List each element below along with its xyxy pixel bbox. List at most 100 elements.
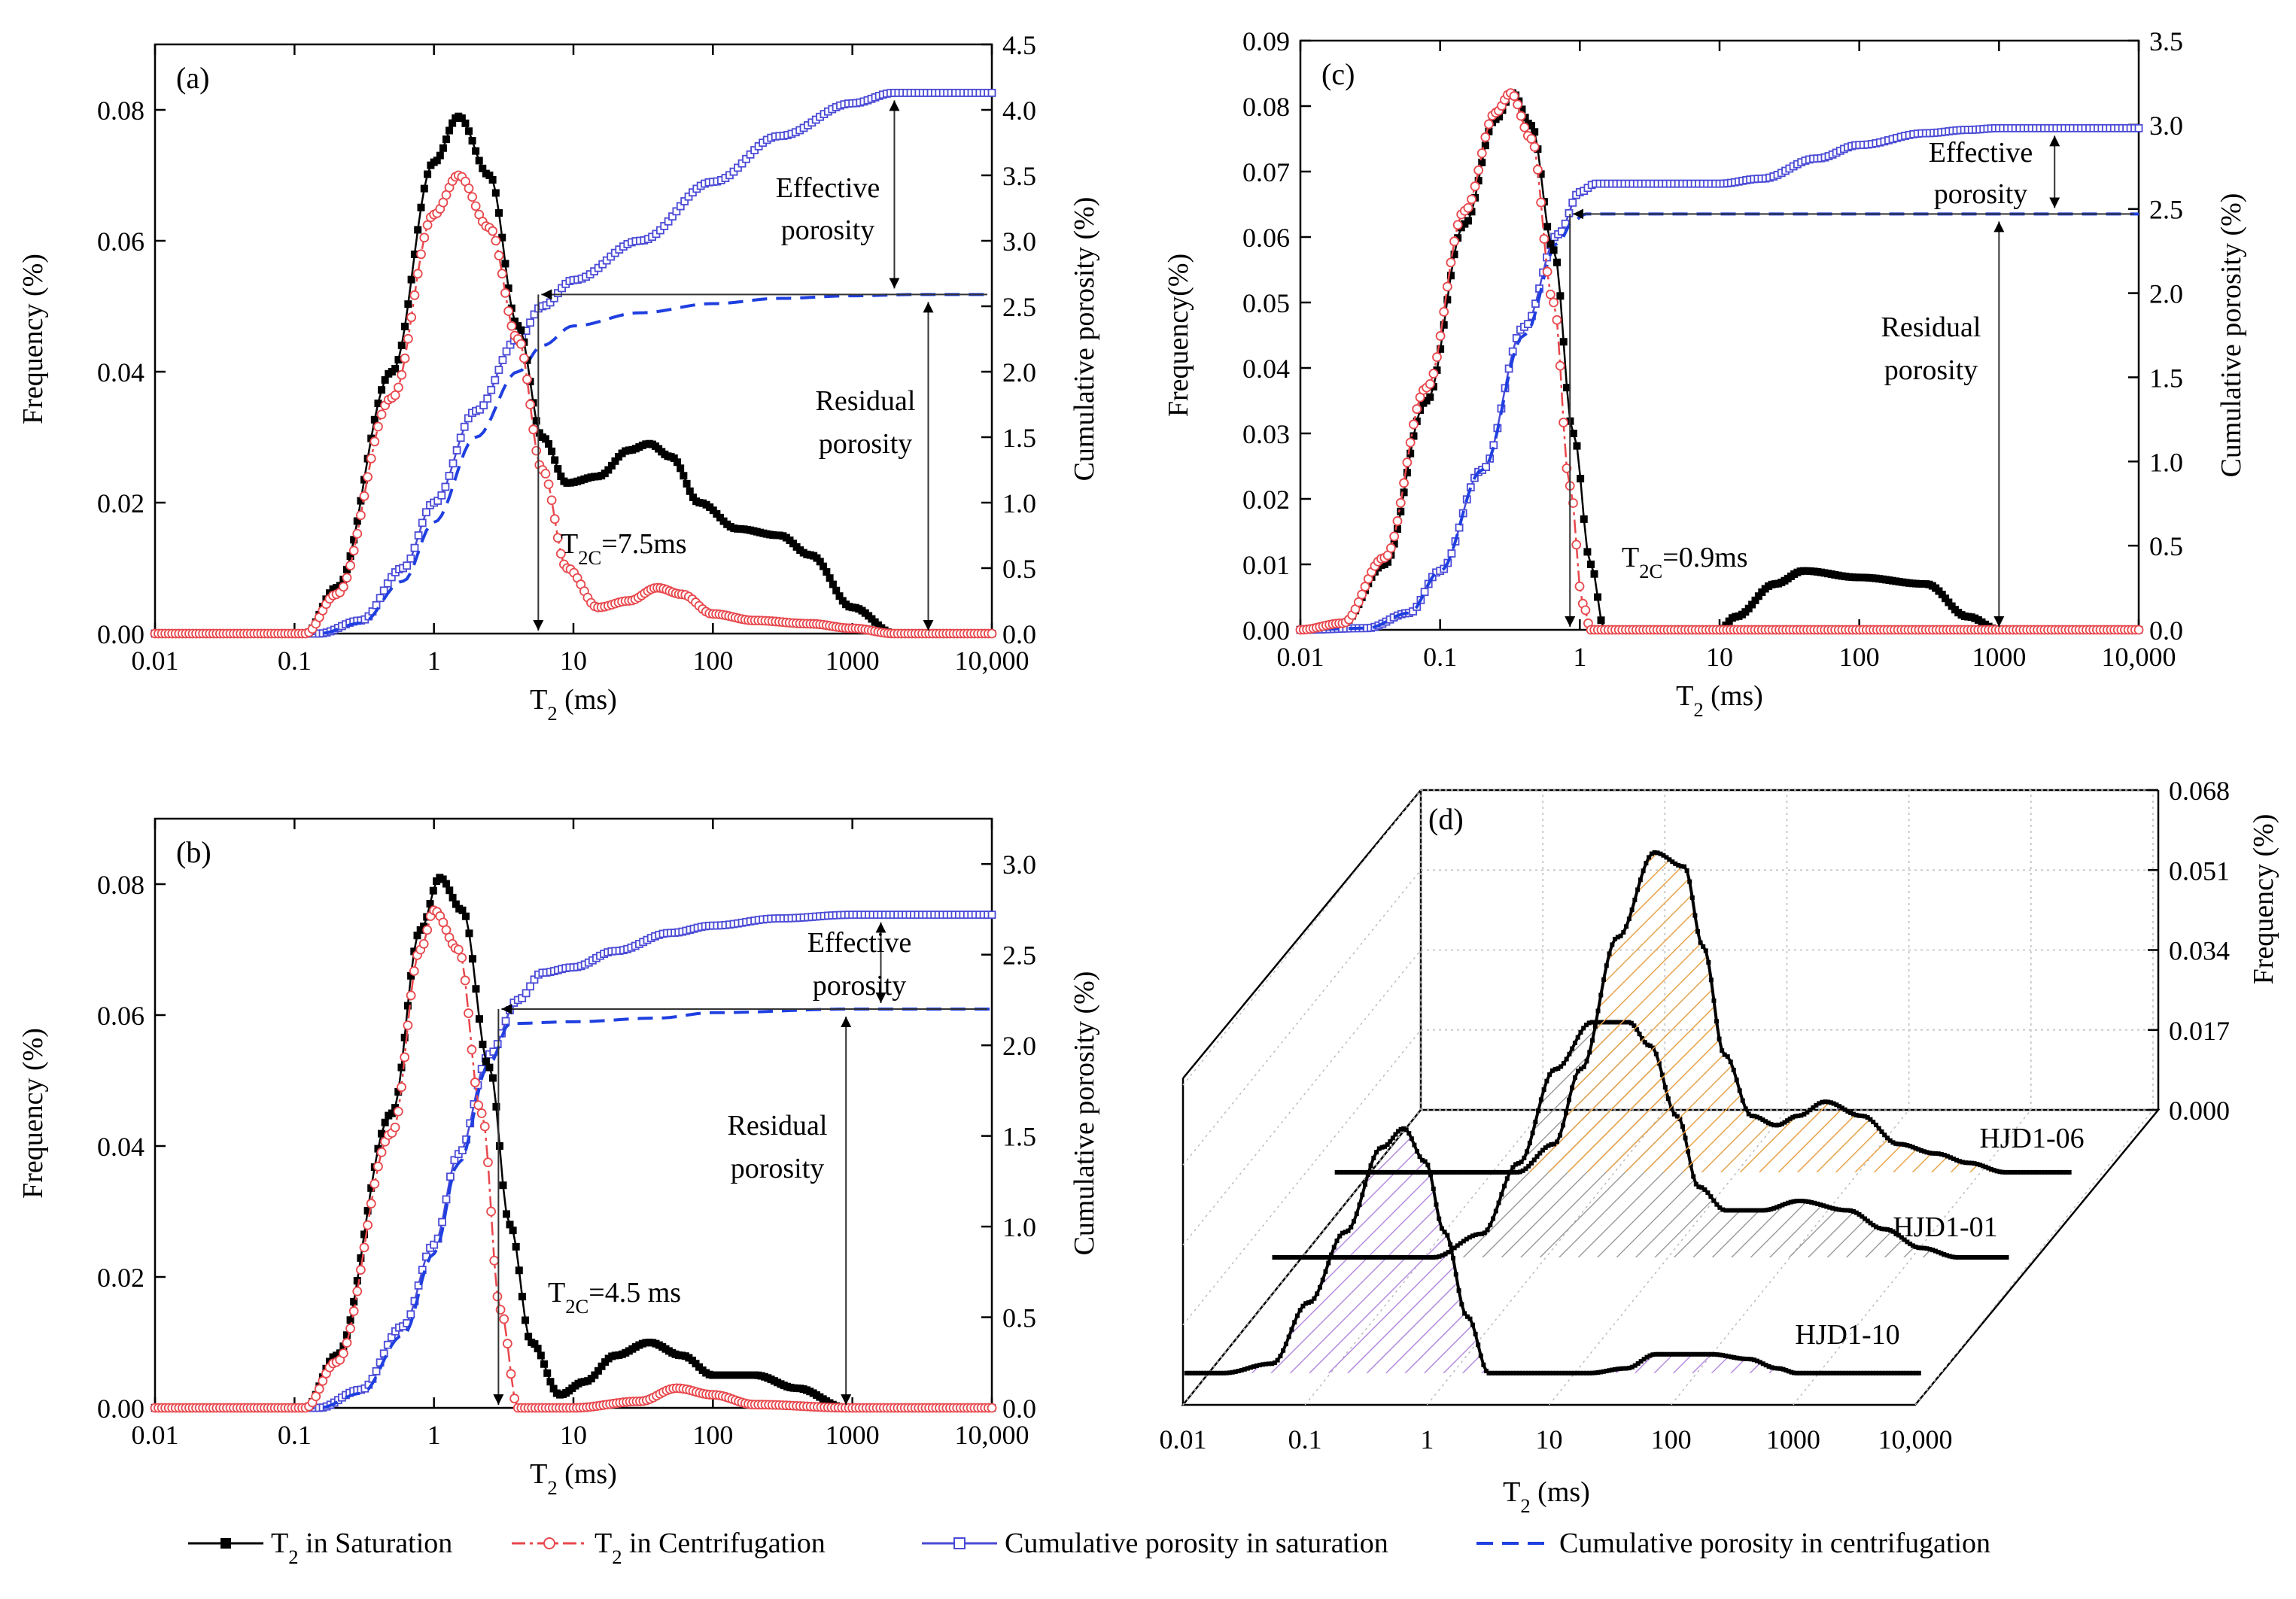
x-tick-label: 10 <box>560 1420 587 1450</box>
series-marker <box>1924 1150 1930 1155</box>
t2-centrifugation-marker <box>987 1403 997 1413</box>
series-marker <box>1572 1040 1577 1045</box>
series-marker <box>1689 1351 1694 1357</box>
x-tick-label: 0.1 <box>1423 642 1457 672</box>
t2-saturation-marker <box>417 203 425 211</box>
series-marker <box>1656 1351 1661 1357</box>
cum-sat-marker <box>414 1281 423 1290</box>
series-marker <box>1896 1141 1901 1147</box>
t2-centrifugation-marker <box>363 1220 373 1230</box>
series-marker <box>2033 1169 2039 1175</box>
series-marker <box>1992 1255 1997 1260</box>
t2-centrifugation-marker <box>1442 281 1452 292</box>
t2-centrifugation-marker <box>348 1306 359 1316</box>
t2-centrifugation-marker <box>1480 132 1491 142</box>
series-marker <box>1811 1105 1816 1110</box>
series-marker <box>1963 1160 1969 1166</box>
series-marker <box>1303 1301 1309 1306</box>
series-marker <box>1667 857 1672 862</box>
t2-saturation-marker <box>1437 345 1445 353</box>
series-marker <box>1236 1369 1241 1374</box>
series-marker <box>1576 1069 1581 1074</box>
y2-axis-label: Cumulative porosity (%) <box>1069 971 1100 1256</box>
series-marker <box>1777 1204 1782 1209</box>
series-marker <box>1746 1208 1751 1213</box>
t2-centrifugation-marker <box>409 290 420 300</box>
series-marker <box>1473 1232 1478 1237</box>
series-marker <box>1379 1169 1385 1175</box>
series-marker <box>1977 1255 1982 1260</box>
series-marker <box>2018 1169 2024 1175</box>
series-marker <box>1820 1099 1825 1105</box>
series-marker <box>1787 1116 1793 1121</box>
legend-label: T2 in Centrifugation <box>595 1528 826 1568</box>
series-marker <box>1350 1255 1355 1260</box>
series-marker <box>1916 1147 1921 1152</box>
t2-centrifugation-marker <box>314 1384 324 1394</box>
t2-centrifugation-marker <box>1559 418 1568 427</box>
t2-saturation-marker <box>452 900 460 908</box>
series-marker <box>1305 1255 1310 1260</box>
t2-centrifugation-marker <box>457 953 467 963</box>
series-marker <box>1980 1255 1985 1260</box>
series-marker <box>1184 1370 1189 1376</box>
t2-saturation-marker <box>479 164 487 172</box>
series-marker <box>1870 1370 1875 1376</box>
series-marker <box>1416 1255 1421 1260</box>
series-marker <box>1702 1187 1708 1192</box>
series-marker <box>1635 1361 1641 1366</box>
t2-saturation-marker <box>1559 338 1568 346</box>
series-marker <box>1504 1176 1510 1181</box>
t2-saturation-marker <box>472 985 480 993</box>
t2-saturation-marker <box>1393 525 1401 534</box>
series-marker <box>1257 1363 1263 1368</box>
series-marker <box>1840 1370 1845 1376</box>
series-marker <box>1989 1255 1994 1260</box>
series-marker <box>1947 1254 1952 1259</box>
t2-saturation-marker <box>465 929 473 938</box>
t2-centrifugation-marker <box>467 192 477 202</box>
series-marker <box>1526 1163 1531 1169</box>
series-marker <box>1352 1219 1357 1224</box>
series-marker <box>1789 1369 1794 1375</box>
series-marker <box>1555 1139 1560 1145</box>
cum-sat-marker <box>421 508 430 517</box>
series-marker <box>1598 1369 1604 1375</box>
t2-saturation-marker <box>598 1362 606 1370</box>
series-marker <box>2057 1169 2063 1175</box>
series-marker <box>1644 1354 1650 1360</box>
y-tick-label: 0.06 <box>1242 223 1290 253</box>
series-marker <box>1394 1255 1400 1260</box>
series-marker <box>1552 1141 1557 1147</box>
t2-saturation-marker <box>360 1230 368 1239</box>
t2-centrifugation-marker <box>515 339 526 349</box>
t2-saturation-marker <box>353 1277 361 1285</box>
series-marker <box>1601 977 1607 982</box>
t2-saturation-marker <box>495 1142 503 1150</box>
t2-saturation-marker <box>346 552 354 561</box>
t2-centrifugation-marker <box>1449 236 1459 247</box>
series-marker <box>1907 1144 1912 1149</box>
series-marker <box>1959 1255 1964 1260</box>
series-marker <box>1440 1169 1445 1175</box>
t2-centrifugation-marker <box>1529 141 1540 152</box>
series-marker <box>1711 998 1717 1003</box>
t2-centrifugation-marker <box>1549 297 1559 308</box>
y-tick-label: 0.00 <box>97 1394 144 1424</box>
series-marker <box>1738 1208 1743 1213</box>
series-marker <box>1689 895 1695 900</box>
series-marker <box>1760 1117 1765 1123</box>
series-marker <box>1743 1106 1748 1111</box>
t2-saturation-marker <box>342 1331 351 1339</box>
series-marker <box>1373 1169 1379 1175</box>
series-marker <box>1573 1075 1578 1081</box>
series-marker <box>1218 1370 1223 1376</box>
series-marker <box>1998 1255 2003 1260</box>
t2-saturation-marker <box>1942 594 1950 603</box>
series-marker <box>1485 1169 1490 1175</box>
t2-centrifugation-marker <box>394 382 403 393</box>
t2-centrifugation-marker <box>502 1339 512 1348</box>
series-marker <box>2009 1169 2014 1175</box>
t2-saturation-marker <box>1549 246 1558 254</box>
series-marker <box>1334 1169 1340 1175</box>
